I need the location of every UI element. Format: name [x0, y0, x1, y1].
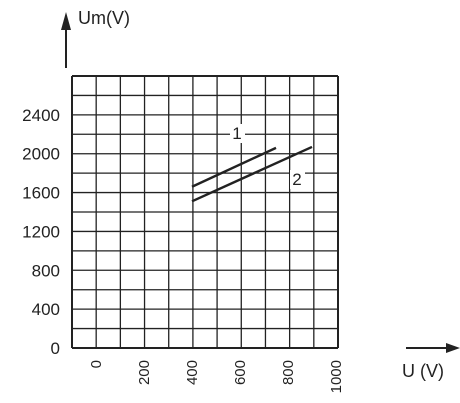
- x-tick-label: 800: [280, 360, 297, 385]
- y-tick-label: 2000: [22, 145, 60, 164]
- series-line-2: [191, 145, 313, 203]
- x-tick-label: 600: [232, 360, 249, 385]
- y-tick-label: 1600: [22, 184, 60, 203]
- series-group: 12: [191, 124, 313, 203]
- series-label-1: 1: [232, 124, 241, 143]
- series-label-2: 2: [292, 170, 301, 189]
- y-tick-label: 1200: [22, 222, 60, 241]
- y-tick-label: 2400: [22, 106, 60, 125]
- x-axis-arrow: [406, 343, 460, 353]
- x-tick-label: 0: [88, 360, 105, 368]
- y-tick-labels: 0 400 800 1200 1600 2000 2400: [22, 106, 60, 358]
- y-tick-label: 800: [32, 261, 60, 280]
- x-tick-label: 1000: [328, 360, 345, 393]
- plot-grid: [71, 75, 339, 349]
- y-tick-label: 0: [51, 339, 60, 358]
- y-tick-label: 400: [32, 300, 60, 319]
- y-axis-title: Um(V): [78, 8, 130, 28]
- x-axis-title: U (V): [402, 361, 444, 381]
- x-tick-label: 400: [184, 360, 201, 385]
- series-label-bg: [290, 170, 305, 189]
- series-label-bg: [230, 124, 245, 143]
- x-tick-label: 200: [136, 360, 153, 385]
- y-axis-arrow: [61, 12, 71, 68]
- series-line-1: [191, 146, 277, 188]
- x-tick-labels: 0 200 400 600 800 1000: [88, 360, 345, 393]
